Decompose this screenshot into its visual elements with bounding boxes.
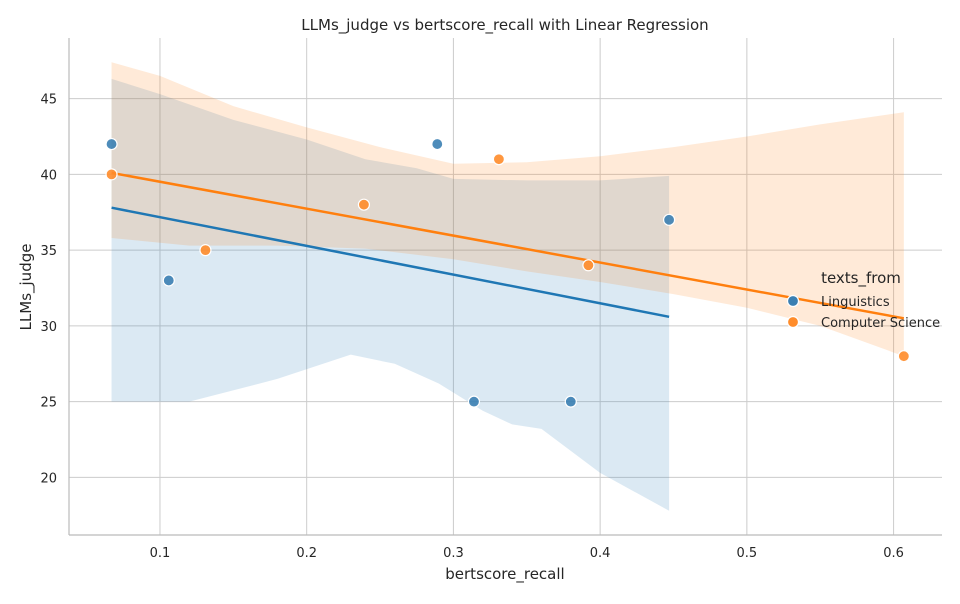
x-tick-label: 0.5 <box>737 546 758 561</box>
x-tick-label: 0.6 <box>883 546 904 561</box>
legend-marker <box>786 315 800 329</box>
x-tick-label: 0.3 <box>443 546 464 561</box>
x-tick-label: 0.4 <box>590 546 611 561</box>
y-axis-label: LLMs_judge <box>17 244 36 331</box>
legend-label: Linguistics <box>821 295 890 310</box>
data-point <box>564 395 577 408</box>
data-point <box>357 198 371 211</box>
data-point <box>431 137 444 151</box>
data-point <box>199 244 212 257</box>
data-point <box>582 259 595 272</box>
x-tick-label: 0.2 <box>296 546 317 561</box>
confidence-bands <box>111 62 904 511</box>
legend: texts_from Linguistics Computer Science <box>786 269 940 331</box>
data-point <box>662 213 676 226</box>
x-tick-label: 0.1 <box>150 546 171 561</box>
y-tick-label: 30 <box>40 320 57 335</box>
scatter-points <box>105 137 910 408</box>
data-point <box>467 395 481 408</box>
grid <box>69 38 942 535</box>
x-axis-label: bertscore_recall <box>445 565 564 584</box>
legend-marker <box>786 294 800 308</box>
regression-lines <box>111 171 905 320</box>
chart-title: LLMs_judge vs bertscore_recall with Line… <box>301 16 708 35</box>
data-point <box>492 153 505 166</box>
data-point <box>105 137 118 151</box>
regression-line <box>111 171 905 320</box>
y-tick-label: 40 <box>40 168 57 183</box>
y-tick-label: 35 <box>40 244 57 259</box>
data-point <box>162 274 175 287</box>
confidence-band <box>111 78 670 511</box>
regression-line <box>111 206 670 319</box>
data-point <box>105 168 118 181</box>
y-tick-label: 20 <box>40 471 57 486</box>
y-tick-label: 25 <box>40 396 57 411</box>
legend-label: Computer Science <box>821 316 940 331</box>
legend-title: texts_from <box>821 269 901 288</box>
data-point <box>897 350 910 363</box>
y-tick-label: 45 <box>40 93 57 108</box>
axes: 0.1 0.2 0.3 0.4 0.5 0.6 20 25 30 35 40 45 <box>40 38 942 561</box>
